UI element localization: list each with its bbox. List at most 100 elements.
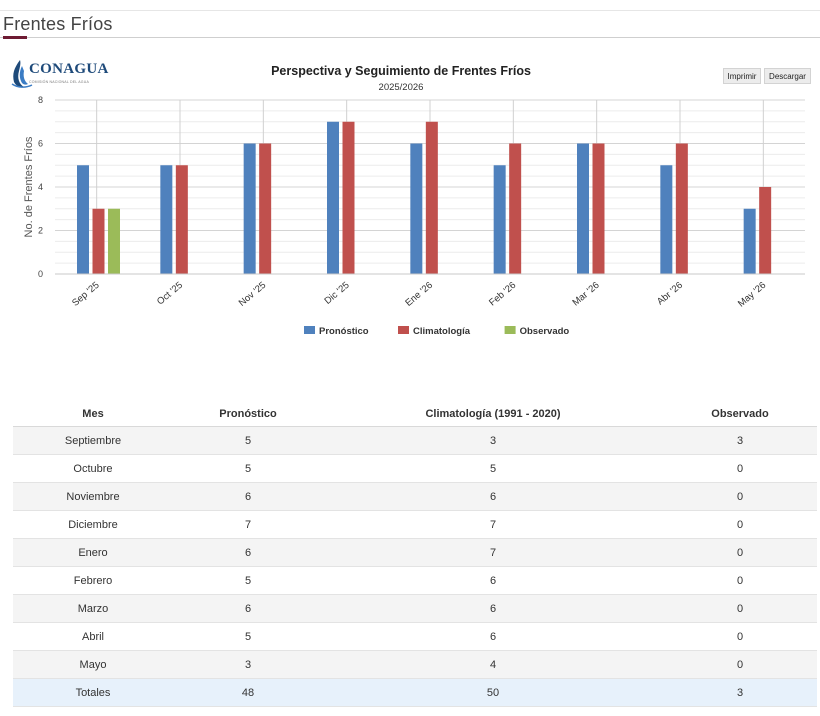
table-header-cell: Observado: [663, 402, 817, 427]
bar-pron-stico: [243, 143, 256, 274]
bar-climatolog-a: [175, 165, 188, 274]
table-cell: Marzo: [13, 594, 173, 623]
table-header-row: Mes Pronóstico Climatología (1991 - 2020…: [13, 402, 817, 427]
logo-wordmark: CONAGUA: [29, 61, 109, 77]
table-header-cell: Climatología (1991 - 2020): [323, 402, 663, 427]
x-tick-label: Abr '26: [655, 280, 685, 308]
table-cell: 0: [663, 482, 817, 511]
bar-pron-stico: [160, 165, 173, 274]
bar-climatolog-a: [425, 121, 438, 274]
table-cell: 6: [323, 482, 663, 511]
bar-climatolog-a: [342, 121, 355, 274]
legend-label: Observado: [520, 326, 570, 337]
table-cell: 7: [323, 538, 663, 567]
table-row: Febrero 5 6 0: [13, 566, 817, 595]
title-divider: [0, 37, 820, 38]
bar-climatolog-a: [675, 143, 688, 274]
table-cell: 0: [663, 566, 817, 595]
bar-observado: [108, 208, 120, 274]
table-cell: 0: [663, 454, 817, 483]
x-tick-label: Mar '26: [570, 280, 601, 309]
table-row: Octubre 5 5 0: [13, 454, 817, 483]
table-cell: 0: [663, 510, 817, 539]
table-cell: 6: [173, 594, 323, 623]
x-tick-label: Oct '25: [155, 280, 185, 308]
bar-climatolog-a: [592, 143, 605, 274]
print-button[interactable]: Imprimir: [723, 68, 761, 84]
bar-pron-stico: [77, 165, 89, 274]
legend-swatch: [398, 326, 409, 334]
bar-pron-stico: [327, 121, 339, 274]
bar-climatolog-a: [259, 143, 272, 274]
table-cell: Abril: [13, 622, 173, 651]
y-tick-label: 2: [38, 226, 43, 236]
table-cell: Noviembre: [13, 482, 173, 511]
table-row: Mayo 3 4 0: [13, 650, 817, 679]
table-row: Abril 5 6 0: [13, 622, 817, 651]
table-cell: 3: [173, 650, 323, 679]
table-cell: Febrero: [13, 566, 173, 595]
bar-pron-stico: [410, 143, 423, 274]
x-tick-label: Nov '25: [237, 280, 269, 309]
table-cell: 6: [323, 594, 663, 623]
bar-pron-stico: [660, 165, 673, 274]
table-cell: 0: [663, 538, 817, 567]
table-cell: Octubre: [13, 454, 173, 483]
totals-cell: 50: [323, 678, 663, 707]
table-row: Enero 6 7 0: [13, 538, 817, 567]
y-axis-label: No. de Frentes Fríos: [23, 136, 35, 237]
legend-label: Pronóstico: [319, 326, 369, 337]
logo-subtitle: COMISIÓN NACIONAL DEL AGUA: [29, 80, 89, 84]
bar-pron-stico: [743, 208, 756, 274]
totals-cell: 48: [173, 678, 323, 707]
table-row: Diciembre 7 7 0: [13, 510, 817, 539]
table-cell: Enero: [13, 538, 173, 567]
table-cell: 3: [323, 426, 663, 455]
conagua-logo-icon: [11, 60, 33, 88]
table-cell: 5: [323, 454, 663, 483]
download-button[interactable]: Descargar: [764, 68, 811, 84]
legend-label: Climatología: [413, 326, 471, 337]
bar-climatolog-a: [509, 143, 522, 274]
table-cell: 6: [173, 482, 323, 511]
table-cell: 0: [663, 650, 817, 679]
table-cell: 5: [173, 454, 323, 483]
x-tick-label: Sep '25: [70, 280, 102, 309]
x-tick-label: Ene '26: [403, 280, 435, 309]
y-tick-label: 0: [38, 269, 43, 279]
bar-climatolog-a: [92, 208, 105, 274]
table-cell: 7: [173, 510, 323, 539]
data-table: Mes Pronóstico Climatología (1991 - 2020…: [13, 402, 817, 707]
y-tick-label: 4: [38, 182, 43, 192]
table-row: Noviembre 6 6 0: [13, 482, 817, 511]
table-cell: 7: [323, 510, 663, 539]
table-cell: 6: [323, 622, 663, 651]
table-header-cell: Pronóstico: [173, 402, 323, 427]
table-cell: Septiembre: [13, 426, 173, 455]
table-cell: 3: [663, 426, 817, 455]
totals-cell: 3: [663, 678, 817, 707]
y-tick-label: 6: [38, 139, 43, 149]
bar-chart: 0 2 4 6 8 No. de Frentes Fríos Sep '25 Oct '25 N…: [23, 95, 805, 337]
chart-title: Perspectiva y Seguimiento de Frentes Frí…: [271, 64, 531, 78]
legend-swatch: [304, 326, 315, 334]
x-tick-label: Feb '26: [487, 280, 518, 309]
table-cell: 4: [323, 650, 663, 679]
chart-subtitle: 2025/2026: [378, 82, 424, 93]
table-cell: 5: [173, 566, 323, 595]
bar-pron-stico: [577, 143, 589, 274]
legend-swatch: [504, 326, 516, 334]
table-totals-row: Totales 48 50 3: [13, 678, 817, 707]
table-cell: 6: [173, 538, 323, 567]
y-tick-label: 8: [38, 95, 43, 105]
x-tick-label: Dic '25: [323, 280, 352, 307]
x-tick-label: May '26: [736, 280, 768, 310]
table-cell: 0: [663, 622, 817, 651]
table-cell: 0: [663, 594, 817, 623]
top-divider: [0, 10, 820, 11]
title-accent-bar: [3, 36, 27, 39]
table-cell: 6: [323, 566, 663, 595]
table-row: Marzo 6 6 0: [13, 594, 817, 623]
table-cell: Diciembre: [13, 510, 173, 539]
table-cell: Mayo: [13, 650, 173, 679]
